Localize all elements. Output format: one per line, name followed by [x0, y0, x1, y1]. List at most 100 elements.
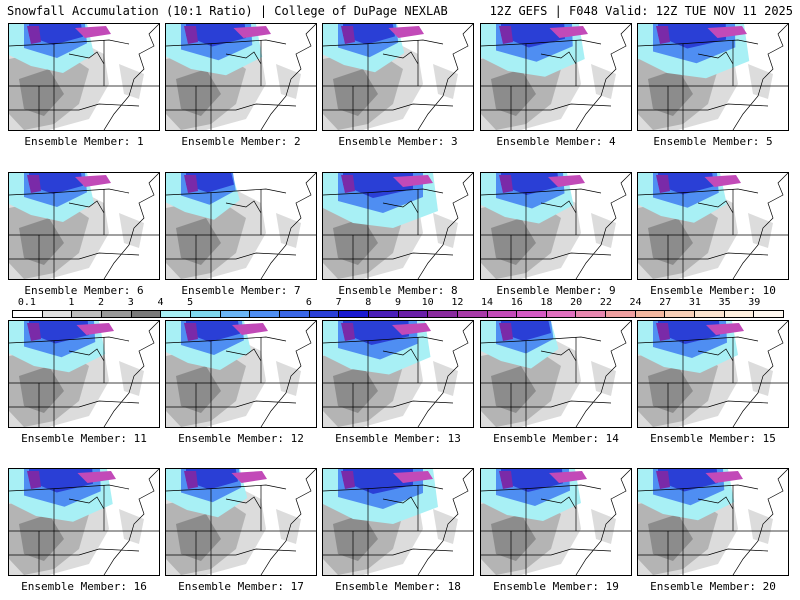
- ensemble-member-label: Ensemble Member: 17: [178, 580, 304, 593]
- ensemble-member-map: [637, 172, 789, 280]
- snowfall-map: [638, 469, 788, 575]
- legend-swatch: [398, 311, 429, 317]
- legend-swatch: [161, 311, 191, 317]
- ensemble-member-label: Ensemble Member: 1: [24, 135, 144, 148]
- snowfall-map: [9, 321, 159, 427]
- snowfall-map: [9, 469, 159, 575]
- legend-swatch: [576, 311, 607, 317]
- legend-tick-label: 5: [187, 297, 194, 308]
- legend-swatch: [279, 311, 310, 317]
- legend-swatch: [635, 311, 666, 317]
- snowfall-color-legend: [12, 310, 784, 318]
- ensemble-member-label: Ensemble Member: 5: [653, 135, 773, 148]
- ensemble-member-map: [480, 23, 632, 131]
- ensemble-member-map: [480, 468, 632, 576]
- legend-tick-label: 27: [659, 297, 672, 308]
- snowfall-map: [323, 173, 473, 279]
- legend-swatch: [131, 311, 162, 317]
- legend-swatch: [250, 311, 280, 317]
- snowfall-map: [166, 321, 316, 427]
- legend-swatch: [724, 311, 755, 317]
- legend-tick-label: 9: [394, 297, 402, 308]
- legend-swatch: [606, 311, 636, 317]
- legend-tick-label: 0.1: [17, 297, 36, 308]
- legend-tick-label: 14: [481, 297, 494, 308]
- ensemble-member-label: Ensemble Member: 14: [493, 432, 619, 445]
- ensemble-member-map: [322, 468, 474, 576]
- legend-tick-label: 4: [157, 297, 164, 308]
- legend-swatch: [220, 311, 251, 317]
- legend-tick-label: 24: [629, 297, 642, 308]
- legend-swatch: [368, 311, 399, 317]
- snowfall-map: [323, 469, 473, 575]
- legend-tick-label: 12: [451, 297, 464, 308]
- legend-tick-label: 20: [570, 297, 583, 308]
- ensemble-member-label: Ensemble Member: 13: [335, 432, 461, 445]
- legend-swatch: [190, 311, 221, 317]
- ensemble-member-map: [165, 23, 317, 131]
- legend-tick-label: 16: [510, 297, 523, 308]
- ensemble-member-map: [322, 172, 474, 280]
- legend-swatch: [101, 311, 132, 317]
- legend-swatch: [13, 311, 43, 317]
- map-title: Snowfall Accumulation (10:1 Ratio) | Col…: [7, 4, 448, 18]
- ensemble-member-label: Ensemble Member: 10: [650, 284, 776, 297]
- legend-tick-label: 22: [599, 297, 612, 308]
- legend-swatch: [72, 311, 102, 317]
- model-run-info: 12Z GEFS | F048 Valid: 12Z TUE NOV 11 20…: [489, 4, 793, 18]
- ensemble-member-map: [480, 172, 632, 280]
- snowfall-map: [9, 173, 159, 279]
- legend-swatch: [517, 311, 547, 317]
- snowfall-map: [166, 469, 316, 575]
- ensemble-member-map: [165, 172, 317, 280]
- legend-swatch: [309, 311, 340, 317]
- snowfall-map: [638, 321, 788, 427]
- legend-tick-label: 8: [365, 297, 372, 308]
- ensemble-member-label: Ensemble Member: 15: [650, 432, 776, 445]
- ensemble-member-label: Ensemble Member: 18: [335, 580, 461, 593]
- ensemble-member-map: [637, 468, 789, 576]
- legend-swatch: [754, 311, 784, 317]
- snowfall-map: [481, 321, 631, 427]
- ensemble-member-map: [165, 468, 317, 576]
- ensemble-member-map: [637, 23, 789, 131]
- snowfall-map: [166, 173, 316, 279]
- ensemble-member-map: [165, 320, 317, 428]
- legend-tick-label: 1: [68, 297, 75, 308]
- snowfall-map: [166, 24, 316, 130]
- legend-tick-label: 31: [688, 297, 701, 308]
- snowfall-map: [323, 321, 473, 427]
- legend-tick-label: 2: [98, 297, 105, 308]
- ensemble-member-label: Ensemble Member: 6: [24, 284, 144, 297]
- ensemble-member-map: [480, 320, 632, 428]
- legend-swatch: [695, 311, 725, 317]
- snowfall-map: [9, 24, 159, 130]
- ensemble-member-label: Ensemble Member: 9: [496, 284, 616, 297]
- ensemble-member-label: Ensemble Member: 12: [178, 432, 304, 445]
- ensemble-member-label: Ensemble Member: 11: [21, 432, 147, 445]
- ensemble-member-label: Ensemble Member: 4: [496, 135, 616, 148]
- legend-tick-label: 10: [421, 297, 434, 308]
- legend-tick-label: 6: [305, 297, 312, 308]
- snowfall-map: [481, 173, 631, 279]
- snowfall-map: [638, 173, 788, 279]
- ensemble-member-map: [8, 468, 160, 576]
- legend-tick-labels: 0.1 1 2 3 4 5 6 7 8 9 10 12 14 16 18 20 22 24 27 31 35 39: [0, 297, 800, 309]
- legend-swatch: [339, 311, 369, 317]
- legend-tick-label: 7: [335, 297, 342, 308]
- ensemble-member-label: Ensemble Member: 19: [493, 580, 619, 593]
- ensemble-member-label: Ensemble Member: 3: [338, 135, 458, 148]
- ensemble-member-map: [322, 23, 474, 131]
- ensemble-member-label: Ensemble Member: 8: [338, 284, 458, 297]
- ensemble-member-map: [637, 320, 789, 428]
- legend-swatch: [665, 311, 696, 317]
- snowfall-map: [638, 24, 788, 130]
- snowfall-map: [481, 469, 631, 575]
- legend-swatch: [42, 311, 73, 317]
- legend-tick-label: 35: [718, 297, 731, 308]
- ensemble-member-map: [8, 172, 160, 280]
- ensemble-member-label: Ensemble Member: 7: [181, 284, 301, 297]
- ensemble-member-map: [322, 320, 474, 428]
- snowfall-map: [323, 24, 473, 130]
- ensemble-member-map: [8, 23, 160, 131]
